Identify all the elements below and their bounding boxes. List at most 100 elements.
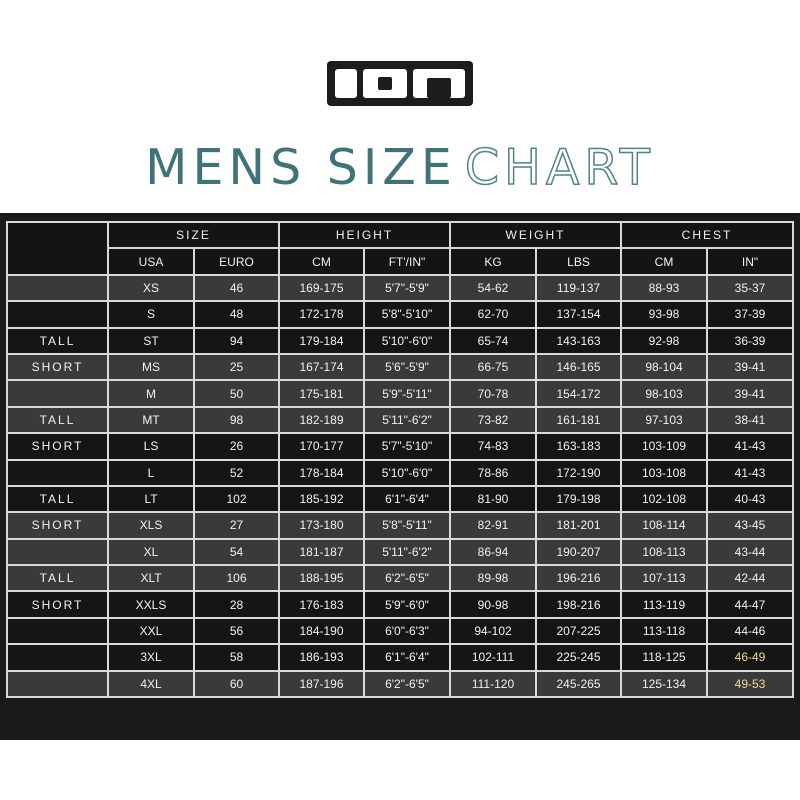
cell-height-cm: 173-180	[278, 511, 365, 540]
corner-cell	[6, 221, 109, 276]
cell-weight-lbs: 207-225	[535, 616, 622, 646]
fit-label	[6, 669, 109, 699]
cell-weight-kg: 54-62	[449, 273, 537, 303]
cell-height-cm: 179-184	[278, 326, 365, 355]
cell-usa: XXLS	[107, 590, 195, 619]
cell-height-cm: 187-196	[278, 669, 365, 699]
cell-chest-cm: 92-98	[620, 326, 708, 355]
table-row: XS 46 169-175 5'7"-5'9" 54-62 119-137 88-93 35-…	[6, 273, 794, 303]
fit-label	[6, 273, 109, 303]
cell-chest-cm: 98-103	[620, 379, 708, 408]
cell-chest-in: 40-43	[706, 484, 794, 514]
fit-label: TALL	[6, 564, 109, 593]
table-row: XXL 56 184-190 6'0"-6'3" 94-102 207-225 113-11…	[6, 616, 794, 646]
cell-height-cm: 167-174	[278, 352, 365, 382]
fit-label: SHORT	[6, 432, 109, 461]
cell-weight-kg: 78-86	[449, 458, 537, 487]
cell-weight-lbs: 198-216	[535, 590, 622, 619]
cell-chest-in: 44-47	[706, 590, 794, 619]
cell-usa: XXL	[107, 616, 195, 646]
cell-euro: 54	[193, 537, 280, 567]
cell-height-ftin: 5'10"-6'0"	[363, 326, 451, 355]
fit-label	[6, 458, 109, 487]
cell-weight-lbs: 137-154	[535, 300, 622, 329]
group-weight: WEIGHT	[449, 220, 622, 250]
cell-chest-in: 38-41	[706, 405, 794, 435]
cell-height-ftin: 6'2"-6'5"	[363, 669, 451, 699]
group-size: SIZE	[107, 220, 280, 250]
cell-weight-kg: 82-91	[449, 511, 537, 540]
fit-label: SHORT	[6, 590, 109, 619]
cell-height-ftin: 5'9"-6'0"	[363, 590, 451, 619]
cell-chest-in: 49-53	[706, 669, 794, 699]
title-part2: CHART	[464, 138, 655, 197]
cell-weight-lbs: 245-265	[535, 669, 622, 699]
table-row: SHORT MS 25 167-174 5'6"-5'9" 66-75 146-165 98-…	[6, 352, 794, 382]
cell-usa: 3XL	[107, 643, 195, 672]
cell-usa: XL	[107, 537, 195, 567]
cell-euro: 56	[193, 616, 280, 646]
cell-euro: 25	[193, 352, 280, 382]
cell-chest-cm: 98-104	[620, 352, 708, 382]
cell-chest-in: 43-45	[706, 511, 794, 540]
table-row: SHORT XLS 27 173-180 5'8"-5'11" 82-91 181-201 1…	[6, 511, 794, 540]
cell-euro: 106	[193, 564, 280, 593]
cell-weight-lbs: 161-181	[535, 405, 622, 435]
cell-usa: XLT	[107, 564, 195, 593]
cell-chest-in: 37-39	[706, 300, 794, 329]
cell-weight-lbs: 179-198	[535, 484, 622, 514]
cell-chest-in: 42-44	[706, 564, 794, 593]
cell-chest-cm: 102-108	[620, 484, 708, 514]
cell-chest-cm: 118-125	[620, 643, 708, 672]
cell-height-ftin: 5'6"-5'9"	[363, 352, 451, 382]
cell-weight-lbs: 163-183	[535, 432, 622, 461]
fit-label	[6, 643, 109, 672]
cell-usa: XS	[107, 273, 195, 303]
subheader-euro: EURO	[193, 247, 280, 276]
table-row: TALL ST 94 179-184 5'10"-6'0" 65-74 143-163 92-…	[6, 326, 794, 355]
group-header-row: SIZE HEIGHT WEIGHT CHEST	[6, 220, 794, 276]
cell-height-ftin: 5'8"-5'10"	[363, 300, 451, 329]
cell-euro: 26	[193, 432, 280, 461]
cell-euro: 46	[193, 273, 280, 303]
cell-chest-in: 46-49	[706, 643, 794, 672]
fit-label	[6, 379, 109, 408]
table-row: S 48 172-178 5'8"-5'10" 62-70 137-154 93-98 37-…	[6, 300, 794, 329]
page-title: MENS SIZE CHART	[0, 138, 800, 198]
cell-weight-lbs: 190-207	[535, 537, 622, 567]
cell-chest-in: 35-37	[706, 273, 794, 303]
fit-label: SHORT	[6, 352, 109, 382]
cell-weight-kg: 74-83	[449, 432, 537, 461]
cell-height-cm: 186-193	[278, 643, 365, 672]
table-row: SHORT LS 26 170-177 5'7"-5'10" 74-83 163-183 10…	[6, 432, 794, 461]
cell-height-cm: 176-183	[278, 590, 365, 619]
size-chart-board: SIZE HEIGHT WEIGHT CHEST USA EURO CM FT'…	[0, 213, 800, 740]
cell-chest-cm: 93-98	[620, 300, 708, 329]
cell-weight-lbs: 154-172	[535, 379, 622, 408]
subheader-row: USA EURO CM FT'/IN" KG LBS CM IN"	[7, 247, 794, 276]
cell-weight-lbs: 119-137	[535, 273, 622, 303]
fit-label: SHORT	[6, 511, 109, 540]
cell-chest-cm: 103-109	[620, 432, 708, 461]
table-row: 3XL 58 186-193 6'1"-6'4" 102-111 225-245 118-1…	[6, 643, 794, 672]
fit-label: TALL	[6, 326, 109, 355]
cell-usa: S	[107, 300, 195, 329]
cell-euro: 98	[193, 405, 280, 435]
cell-weight-lbs: 181-201	[535, 511, 622, 540]
subheader-height-cm: CM	[278, 247, 365, 276]
table-row: L 52 178-184 5'10"-6'0" 78-86 172-190 103-108 4…	[6, 458, 794, 487]
cell-chest-cm: 113-119	[620, 590, 708, 619]
fit-label: TALL	[6, 405, 109, 435]
cell-weight-kg: 70-78	[449, 379, 537, 408]
cell-weight-kg: 94-102	[449, 616, 537, 646]
cell-usa: MS	[107, 352, 195, 382]
cell-euro: 94	[193, 326, 280, 355]
cell-euro: 50	[193, 379, 280, 408]
cell-chest-cm: 113-118	[620, 616, 708, 646]
cell-chest-cm: 108-113	[620, 537, 708, 567]
cell-weight-lbs: 172-190	[535, 458, 622, 487]
cell-usa: L	[107, 458, 195, 487]
cell-euro: 58	[193, 643, 280, 672]
table-row: XL 54 181-187 5'11"-6'2" 86-94 190-207 108-113…	[6, 537, 794, 567]
cell-chest-cm: 103-108	[620, 458, 708, 487]
